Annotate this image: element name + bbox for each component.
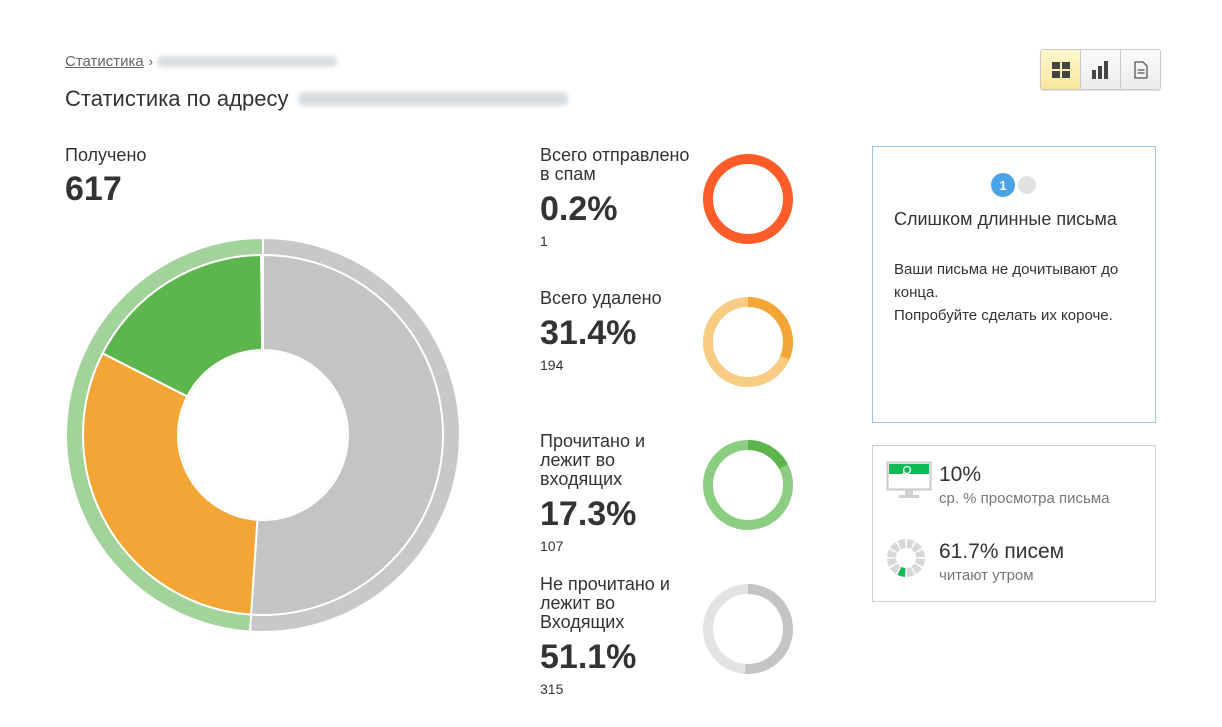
stat-count: 194 bbox=[540, 357, 564, 373]
bar-chart-view-button[interactable] bbox=[1081, 50, 1121, 89]
document-view-icon bbox=[1133, 60, 1148, 79]
inner-ring bbox=[82, 253, 444, 616]
page-title-redacted-email bbox=[298, 92, 569, 106]
metric-view: 10% ср. % просмотра письма bbox=[939, 463, 1110, 507]
monitor-icon bbox=[886, 461, 932, 498]
stat-count: 107 bbox=[540, 538, 564, 554]
mini-donut-track bbox=[703, 154, 793, 244]
stat-percent: 51.1% bbox=[540, 638, 637, 676]
grid-view-button[interactable] bbox=[1041, 50, 1081, 89]
tip-page-dot-inactive[interactable] bbox=[1018, 176, 1036, 194]
clock-segment bbox=[890, 542, 901, 553]
received-label: Получено bbox=[65, 145, 147, 165]
clock-segment bbox=[887, 558, 898, 567]
breadcrumb-redacted-email bbox=[157, 56, 338, 67]
tip-page-dot-active[interactable]: 1 bbox=[991, 173, 1015, 197]
clock-segment bbox=[911, 542, 922, 553]
received-value: 617 bbox=[65, 170, 122, 208]
mini-donut-value-arc bbox=[703, 154, 793, 244]
inner-ring-slice-0 bbox=[250, 253, 444, 616]
metric-morning-label: читают утром bbox=[939, 567, 1034, 584]
inner-ring-slice-1 bbox=[82, 351, 259, 616]
clock-segment bbox=[914, 558, 925, 567]
stat-label: Прочитано и лежит во входящих bbox=[540, 431, 646, 489]
inner-ring-slice-3 bbox=[260, 253, 264, 352]
donut-hole bbox=[179, 351, 347, 519]
tip-body-line: Ваши письма не дочитывают до конца. bbox=[894, 261, 1119, 301]
view-switch bbox=[1040, 49, 1161, 90]
tip-body: Ваши письма не дочитывают до конца. Попр… bbox=[894, 258, 1144, 327]
clock-segment bbox=[897, 539, 906, 550]
page-title: Статистика по адресу bbox=[65, 86, 569, 112]
stat-spam: Всего отправлено в спам 0.2% 1 bbox=[540, 145, 690, 250]
clock-segment bbox=[914, 549, 925, 558]
clock-segment bbox=[887, 549, 898, 558]
mini-donut-value-arc bbox=[703, 440, 793, 530]
breadcrumb: Статистика › bbox=[65, 53, 338, 70]
tip-body-line: Попробуйте сделать их короче. bbox=[894, 307, 1113, 324]
clock-segment bbox=[906, 566, 915, 577]
clock-segments-icon bbox=[887, 539, 925, 577]
metric-morning-value: 61.7% писем bbox=[939, 540, 1065, 563]
tip-pager: 1 bbox=[991, 173, 1036, 197]
metric-view-label: ср. % просмотра письма bbox=[939, 490, 1110, 507]
mini-donut-unread-inbox bbox=[703, 584, 793, 674]
stat-read-inbox: Прочитано и лежит во входящих 17.3% 107 bbox=[540, 431, 690, 555]
clock-segment bbox=[890, 563, 901, 574]
breadcrumb-link-statistics[interactable]: Статистика bbox=[65, 53, 144, 70]
tip-title: Слишком длинные письма bbox=[894, 209, 1117, 229]
stat-count: 315 bbox=[540, 681, 564, 697]
stat-count: 1 bbox=[540, 233, 548, 249]
received-block: Получено 617 bbox=[65, 145, 146, 209]
mini-donut-deleted bbox=[703, 297, 793, 387]
stat-label: Всего удалено bbox=[540, 288, 662, 308]
metric-morning: 61.7% писем читают утром bbox=[939, 540, 1064, 584]
inner-ring-slice-2 bbox=[101, 253, 264, 398]
stat-percent: 31.4% bbox=[540, 314, 637, 352]
stat-unread-inbox: Не прочитано и лежит во Входящих 51.1% 3… bbox=[540, 574, 690, 698]
document-view-button[interactable] bbox=[1121, 50, 1160, 89]
breadcrumb-separator: › bbox=[148, 54, 154, 69]
stat-label: Не прочитано и лежит во Входящих bbox=[540, 574, 670, 632]
metrics-card: 10% ср. % просмотра письма 61.7% писем ч… bbox=[872, 445, 1156, 602]
received-donut-chart bbox=[66, 236, 461, 633]
mini-donut-value-arc bbox=[703, 297, 793, 387]
stat-deleted: Всего удалено 31.4% 194 bbox=[540, 288, 690, 374]
clock-segment bbox=[906, 539, 915, 550]
clock-segment bbox=[897, 566, 906, 577]
stat-percent: 17.3% bbox=[540, 495, 637, 533]
grid-view-icon bbox=[1051, 61, 1070, 78]
stat-percent: 0.2% bbox=[540, 190, 618, 228]
mini-donut-spam bbox=[703, 154, 793, 244]
bar-chart-view-icon bbox=[1091, 60, 1108, 79]
mini-donut-value-arc bbox=[703, 584, 793, 674]
clock-segment bbox=[911, 563, 922, 574]
mini-donut-read-inbox bbox=[703, 440, 793, 530]
stat-label: Всего отправлено в спам bbox=[540, 145, 690, 184]
page-title-text: Статистика по адресу bbox=[65, 86, 289, 111]
metric-view-value: 10% bbox=[939, 463, 982, 486]
tip-card: 1 Слишком длинные письма Ваши письма не … bbox=[872, 146, 1156, 423]
